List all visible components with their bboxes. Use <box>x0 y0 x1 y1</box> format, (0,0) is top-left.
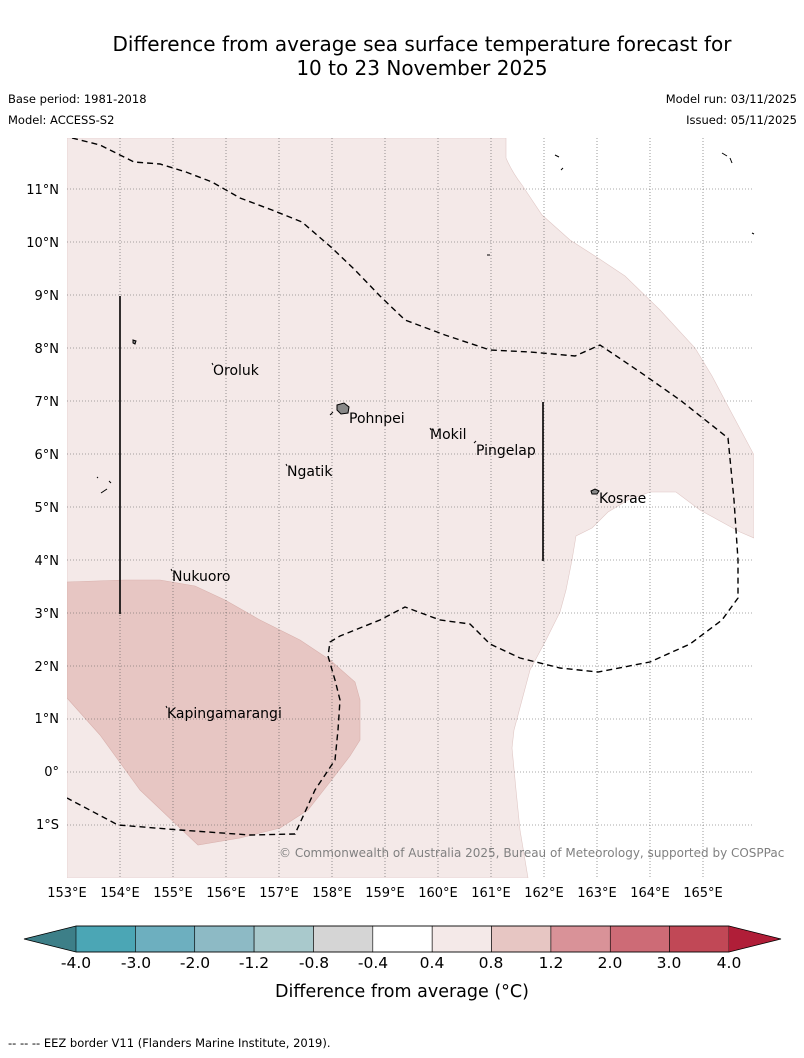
colorbar-segment-1 <box>135 925 196 953</box>
island-ne-3 <box>721 152 728 157</box>
place-label-ngatik: Ngatik <box>287 464 333 480</box>
lat-label-4n: 4°N <box>35 554 60 569</box>
chart-title: Difference from average sea surface temp… <box>0 32 804 80</box>
cb-tick-0.4: 0.4 <box>420 954 445 972</box>
islands <box>96 152 755 709</box>
lat-label-0: 0° <box>44 765 59 780</box>
lon-label-161e: 161°E <box>471 886 511 901</box>
island-sw-2 <box>100 488 108 494</box>
anomaly-region-0.8-1.2 <box>67 579 361 846</box>
lon-label-156e: 156°E <box>206 886 246 901</box>
lon-label-159e: 159°E <box>365 886 405 901</box>
place-label-pohnpei: Pohnpei <box>349 411 405 427</box>
island-pohnpei <box>336 402 350 415</box>
colorbar-segment-9 <box>609 925 670 953</box>
lon-label-160e: 160°E <box>418 886 458 901</box>
colorbar-extend-high <box>729 926 781 952</box>
longitude-labels: 153°E 154°E 155°E 156°E 157°E 158°E 159°… <box>47 886 723 901</box>
cb-tick-neg0.8: -0.8 <box>299 954 329 972</box>
lon-label-164e: 164°E <box>630 886 670 901</box>
model-run: Model run: 03/11/2025 <box>665 92 797 106</box>
cb-tick-1.2: 1.2 <box>539 954 564 972</box>
place-label-kapingamarangi: Kapingamarangi <box>167 706 282 722</box>
cb-tick-neg3.0: -3.0 <box>121 954 151 972</box>
colorbar-segment-10 <box>669 925 730 953</box>
lon-label-155e: 155°E <box>153 886 193 901</box>
lon-label-154e: 154°E <box>100 886 140 901</box>
colorbar-segment-0 <box>75 925 136 953</box>
lat-label-9n: 9°N <box>35 289 60 304</box>
colorbar-tick-labels: -4.0 -3.0 -2.0 -1.2 -0.8 -0.4 0.4 0.8 1.… <box>61 954 741 972</box>
island-ne-2 <box>560 167 564 171</box>
colorbar-title: Difference from average (°C) <box>275 982 529 1002</box>
lon-label-162e: 162°E <box>524 886 564 901</box>
island-dot-west <box>132 339 137 345</box>
place-label-oroluk: Oroluk <box>213 363 260 379</box>
colorbar: -4.0 -3.0 -2.0 -1.2 -0.8 -0.4 0.4 0.8 1.… <box>23 925 782 1002</box>
colorbar-extend-low <box>24 926 76 952</box>
colorbar-segment-7 <box>491 925 552 953</box>
colorbar-segment-5 <box>372 925 433 953</box>
place-mark-pingelap <box>473 440 477 444</box>
lat-label-8n: 8°N <box>35 342 60 357</box>
lat-label-5n: 5°N <box>35 501 60 516</box>
place-mark-kapingamarangi <box>165 705 168 709</box>
cb-tick-neg4.0: -4.0 <box>61 954 91 972</box>
island-sw-3 <box>108 480 112 484</box>
latitude-labels: 11°N 10°N 9°N 8°N 7°N 6°N 5°N 4°N 3°N 2°… <box>26 183 59 833</box>
cb-tick-3.0: 3.0 <box>657 954 682 972</box>
eez-border-north <box>67 138 739 836</box>
cb-tick-neg1.2: -1.2 <box>239 954 269 972</box>
lat-label-10n: 10°N <box>26 236 59 251</box>
colorbar-segment-4 <box>313 925 374 953</box>
cb-tick-neg2.0: -2.0 <box>180 954 210 972</box>
eez-borders <box>67 138 739 836</box>
eez-footnote: -- -- -- EEZ border V11 (Flanders Marine… <box>8 1036 331 1050</box>
lat-label-1n: 1°N <box>35 712 60 727</box>
colorbar-segment-3 <box>253 925 314 953</box>
lat-label-7n: 7°N <box>35 395 60 410</box>
island-ant <box>329 411 334 416</box>
colorbar-segment-6 <box>431 925 492 953</box>
issued-date: Issued: 05/11/2025 <box>686 113 797 127</box>
model-name: Model: ACCESS-S2 <box>8 113 115 127</box>
base-period: Base period: 1981-2018 <box>8 92 147 106</box>
place-mark-nukuoro <box>170 568 173 572</box>
map-gridlines <box>67 138 754 878</box>
lon-label-165e: 165°E <box>683 886 723 901</box>
lon-label-158e: 158°E <box>312 886 352 901</box>
place-label-mokil: Mokil <box>430 427 467 443</box>
cb-tick-0.8: 0.8 <box>479 954 504 972</box>
island-dot-east <box>751 232 755 235</box>
lat-label-2n: 2°N <box>35 660 60 675</box>
lon-label-153e: 153°E <box>47 886 87 901</box>
place-mark-ngatik <box>285 463 288 467</box>
lon-label-163e: 163°E <box>577 886 617 901</box>
copyright-notice: © Commonwealth of Australia 2025, Bureau… <box>279 846 784 860</box>
lon-label-157e: 157°E <box>259 886 299 901</box>
island-sw-1 <box>96 476 99 479</box>
cb-tick-4.0: 4.0 <box>717 954 742 972</box>
colorbar-segment-2 <box>194 925 255 953</box>
title-line-1: Difference from average sea surface temp… <box>112 32 732 56</box>
place-label-kosrae: Kosrae <box>599 491 646 507</box>
place-label-pingelap: Pingelap <box>476 443 536 459</box>
lat-label-1s: 1°S <box>36 818 59 833</box>
cb-tick-neg0.4: -0.4 <box>358 954 388 972</box>
place-mark-mokil <box>429 427 432 431</box>
cb-tick-2.0: 2.0 <box>598 954 623 972</box>
place-label-nukuoro: Nukuoro <box>172 569 230 585</box>
island-ne-4 <box>729 157 733 164</box>
lat-label-11n: 11°N <box>26 183 59 198</box>
place-mark-oroluk <box>211 362 214 366</box>
colorbar-segment-8 <box>550 925 611 953</box>
lat-label-6n: 6°N <box>35 448 60 463</box>
island-ne-1 <box>554 154 560 158</box>
lat-label-3n: 3°N <box>35 607 60 622</box>
title-line-2: 10 to 23 November 2025 <box>296 56 548 80</box>
island-kosrae <box>590 488 600 495</box>
colorbar-outline <box>23 925 782 953</box>
